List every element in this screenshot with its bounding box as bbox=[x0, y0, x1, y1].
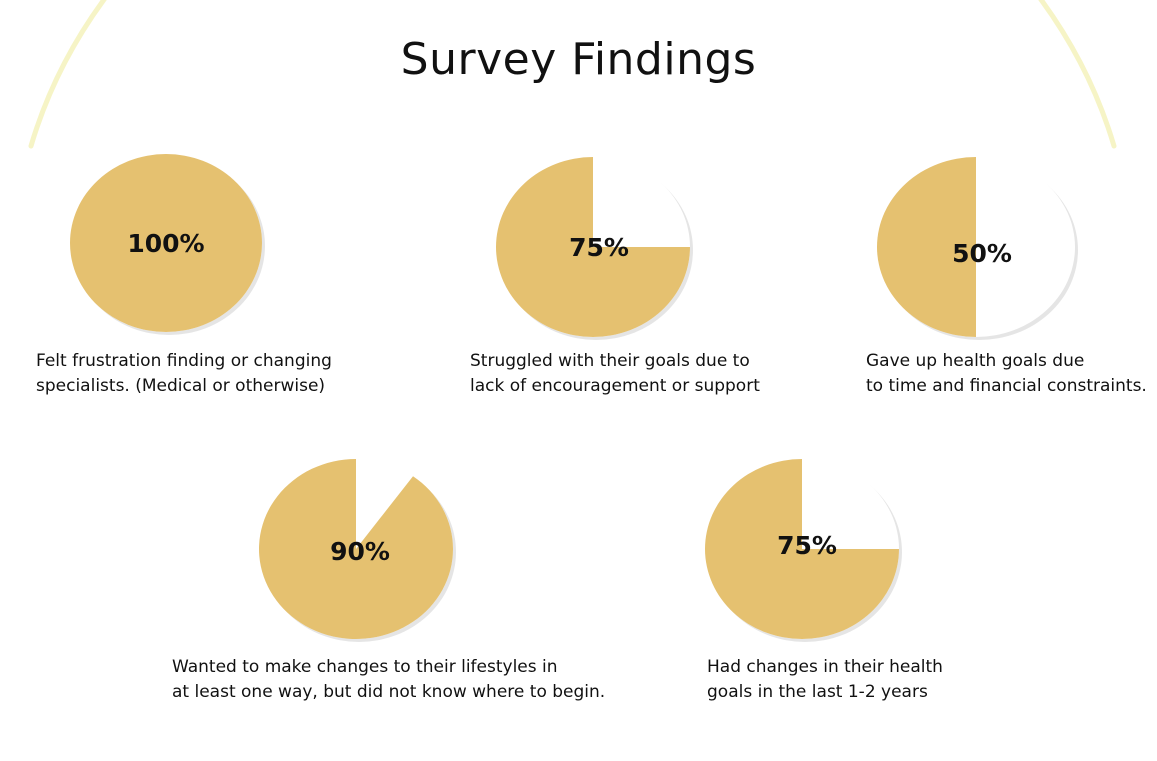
pie-chart-wanted-changes: 90% bbox=[258, 459, 456, 642]
caption-line: Gave up health goals due bbox=[866, 351, 1085, 371]
caption-line: to time and financial constraints. bbox=[866, 376, 1147, 396]
pie-percent-label: 75% bbox=[569, 233, 629, 262]
caption-line: Wanted to make changes to their lifestyl… bbox=[172, 657, 558, 677]
pie-chart-lack-of-support: 75% bbox=[496, 157, 693, 340]
pie-percent-label: 100% bbox=[127, 229, 204, 258]
pie-slice-filled bbox=[705, 459, 899, 639]
caption-gave-up-goals: Gave up health goals due to time and fin… bbox=[866, 349, 1147, 399]
caption-line: specialists. (Medical or otherwise) bbox=[36, 376, 326, 396]
pie-slice-filled bbox=[877, 157, 976, 337]
caption-line: lack of encouragement or support bbox=[470, 376, 760, 396]
pie-slice-filled bbox=[496, 157, 690, 337]
pie-chart-changed-goals: 75% bbox=[705, 459, 902, 642]
pie-slice-filled bbox=[258, 459, 453, 639]
pie-percent-label: 75% bbox=[777, 531, 837, 560]
caption-line: Had changes in their health bbox=[707, 657, 943, 677]
caption-frustration-specialists: Felt frustration finding or changing spe… bbox=[36, 349, 332, 399]
page-title: Survey Findings bbox=[400, 34, 757, 85]
pie-slice-filled bbox=[70, 154, 262, 332]
pie-chart-frustration-specialists: 100% bbox=[70, 154, 265, 335]
pie-percent-label: 50% bbox=[952, 239, 1012, 268]
caption-line: Struggled with their goals due to bbox=[470, 351, 750, 371]
caption-wanted-changes: Wanted to make changes to their lifestyl… bbox=[172, 655, 605, 705]
caption-lack-of-support: Struggled with their goals due to lack o… bbox=[470, 349, 760, 399]
caption-line: goals in the last 1-2 years bbox=[707, 682, 928, 702]
pie-percent-label: 90% bbox=[330, 537, 390, 566]
caption-line: at least one way, but did not know where… bbox=[172, 682, 606, 702]
caption-line: Felt frustration finding or changing bbox=[36, 351, 332, 371]
pie-chart-gave-up-goals: 50% bbox=[877, 157, 1078, 340]
caption-changed-goals: Had changes in their health goals in the… bbox=[707, 655, 943, 705]
